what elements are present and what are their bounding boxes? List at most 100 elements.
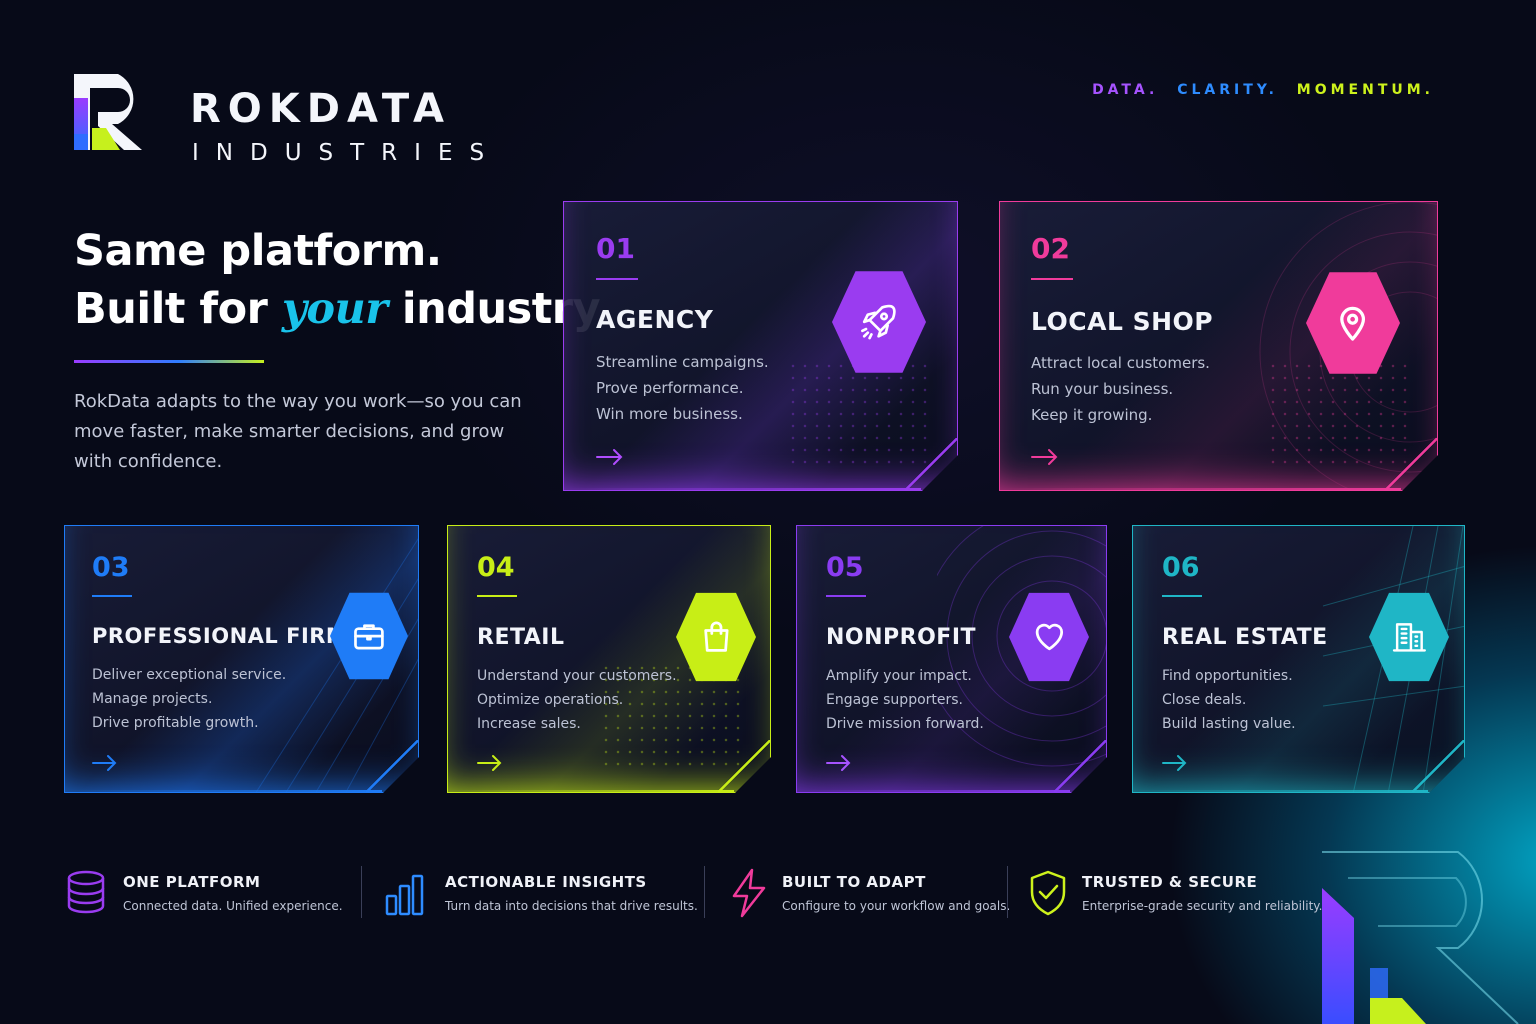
arrow-right-icon[interactable] — [477, 754, 505, 772]
card-title: NONPROFIT — [826, 625, 977, 650]
feature-actionable-insights: ACTIONABLE INSIGHTS Turn data into decis… — [384, 868, 698, 924]
card-line-3: Increase sales. — [477, 716, 581, 732]
card-dots-pattern — [1267, 360, 1407, 470]
arrow-right-icon[interactable] — [92, 754, 120, 772]
feature-one-platform: ONE PLATFORM Connected data. Unified exp… — [66, 868, 346, 924]
brand-name: ROKDATA — [190, 86, 451, 132]
card-line-2: Optimize operations. — [477, 692, 624, 708]
feature-description: Configure to your workflow and goals. — [782, 899, 1011, 913]
tagline-data: DATA. — [1092, 82, 1159, 98]
card-title: AGENCY — [596, 305, 714, 334]
card-number: 06 — [1162, 552, 1200, 583]
lightning-icon — [732, 868, 766, 918]
rokdata-logo-mark — [74, 74, 142, 150]
hero-description: RokData adapts to the way you work—so yo… — [74, 391, 522, 472]
card-line-1: Streamline campaigns. — [596, 353, 769, 371]
hero-divider — [74, 360, 264, 363]
feature-divider — [704, 866, 705, 918]
card-corner — [1054, 740, 1106, 792]
building-icon — [1369, 590, 1449, 684]
arrow-right-icon[interactable] — [1031, 448, 1059, 466]
card-nonprofit[interactable]: 05 NONPROFIT Amplify your impact. Engage… — [796, 525, 1107, 793]
brand-logo: ROKDATA INDUSTRIES — [72, 72, 542, 172]
card-number-underline — [1031, 278, 1073, 280]
card-glow-edge — [65, 790, 382, 792]
brand-subtitle: INDUSTRIES — [192, 140, 502, 166]
card-line-2: Prove performance. — [596, 379, 744, 397]
card-line-1: Deliver exceptional service. — [92, 667, 287, 683]
bar-chart-icon — [385, 874, 424, 916]
card-title: LOCAL SHOP — [1031, 307, 1214, 336]
feature-title: TRUSTED & SECURE — [1082, 873, 1258, 891]
card-number: 04 — [477, 552, 515, 583]
rocket-icon — [832, 268, 926, 376]
briefcase-icon — [330, 590, 408, 682]
card-number: 05 — [826, 552, 864, 583]
feature-trusted-secure: TRUSTED & SECURE Enterprise-grade securi… — [1028, 868, 1323, 924]
feature-title: ONE PLATFORM — [123, 873, 261, 891]
card-corner — [905, 438, 957, 490]
card-line-2: Engage supporters. — [826, 692, 963, 708]
card-agency[interactable]: 01 AGENCY Streamline campaigns. Prove pe… — [563, 201, 958, 491]
card-glow-edge — [564, 488, 921, 490]
card-line-3: Win more business. — [596, 405, 743, 423]
feature-divider — [361, 866, 362, 918]
card-line-3: Build lasting value. — [1162, 716, 1296, 732]
card-line-1: Understand your customers. — [477, 668, 677, 684]
card-glow-edge — [797, 790, 1070, 792]
hero-title-line1: Same platform. — [74, 226, 442, 276]
shield-check-icon — [1030, 870, 1066, 916]
card-number-underline — [1162, 595, 1202, 597]
card-number-underline — [92, 595, 132, 597]
hero-title-prefix: Built for — [74, 284, 282, 334]
card-rings-pattern — [937, 526, 1107, 793]
card-line-3: Drive profitable growth. — [92, 715, 259, 731]
card-professional-firm[interactable]: 03 PROFESSIONAL FIRM Deliver exceptional… — [64, 525, 419, 793]
feature-description: Enterprise-grade security and reliabilit… — [1082, 899, 1323, 913]
tagline-momentum: MOMENTUM. — [1296, 82, 1434, 98]
hero-title: Same platform. Built for your industry. — [74, 222, 612, 338]
feature-description: Connected data. Unified experience. — [123, 899, 343, 913]
arrow-right-icon[interactable] — [1162, 754, 1190, 772]
card-line-2: Manage projects. — [92, 691, 213, 707]
card-retail[interactable]: 04 RETAIL Understand your customers. Opt… — [447, 525, 771, 793]
card-corner — [718, 740, 770, 792]
feature-title: ACTIONABLE INSIGHTS — [445, 873, 647, 891]
feature-description: Turn data into decisions that drive resu… — [445, 899, 698, 913]
card-line-3: Keep it growing. — [1031, 406, 1153, 424]
arrow-right-icon[interactable] — [596, 448, 624, 466]
card-title: RETAIL — [477, 625, 565, 650]
card-number: 02 — [1031, 232, 1070, 265]
card-corner — [1385, 438, 1437, 490]
card-real-estate[interactable]: 06 REAL ESTATE Find opportunities. Close… — [1132, 525, 1465, 793]
card-number: 03 — [92, 552, 130, 583]
card-number-underline — [826, 595, 866, 597]
card-glow-edge — [1133, 790, 1428, 792]
card-number-underline — [596, 278, 638, 280]
card-lines-pattern — [215, 526, 419, 793]
card-number: 01 — [596, 232, 635, 265]
card-line-2: Run your business. — [1031, 380, 1174, 398]
card-number-underline — [477, 595, 517, 597]
tagline: DATA. CLARITY. MOMENTUM. — [1082, 82, 1434, 98]
card-line-1: Amplify your impact. — [826, 668, 972, 684]
card-glow-edge — [448, 790, 734, 792]
card-dots-pattern — [787, 360, 927, 470]
card-line-2: Close deals. — [1162, 692, 1247, 708]
card-line-1: Find opportunities. — [1162, 668, 1293, 684]
card-line-3: Drive mission forward. — [826, 716, 984, 732]
card-corner — [366, 740, 418, 792]
card-local-shop[interactable]: 02 LOCAL SHOP Attract local customers. R… — [999, 201, 1438, 491]
database-icon — [67, 870, 105, 914]
feature-divider — [1007, 866, 1008, 918]
tagline-clarity: CLARITY. — [1177, 82, 1278, 98]
arrow-right-icon[interactable] — [826, 754, 854, 772]
card-title: PROFESSIONAL FIRM — [92, 624, 348, 648]
decorative-logo-mark — [1322, 851, 1519, 1024]
feature-title: BUILT TO ADAPT — [782, 873, 926, 891]
hero-title-accent: your — [281, 284, 388, 334]
card-line-1: Attract local customers. — [1031, 354, 1210, 372]
feature-built-to-adapt: BUILT TO ADAPT Configure to your workflo… — [728, 868, 1010, 924]
card-corner — [1412, 740, 1464, 792]
card-glow-edge — [1000, 488, 1401, 490]
